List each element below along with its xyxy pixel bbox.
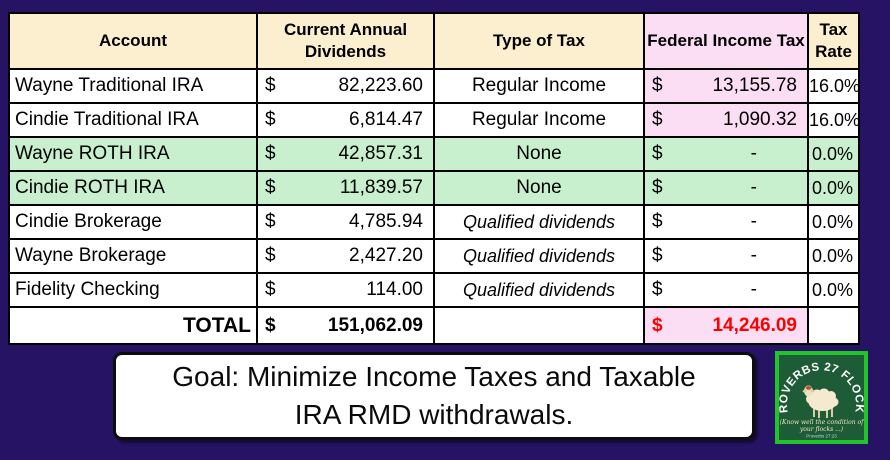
currency-symbol: $ — [652, 109, 663, 130]
tax-rate-cell: 0.0% — [807, 170, 860, 206]
currency-symbol: $ — [652, 279, 663, 300]
goal-text-line1: Goal: Minimize Income Taxes and Taxable — [172, 361, 696, 392]
currency-symbol: $ — [652, 314, 663, 336]
federal-tax-cell: $ - — [652, 143, 757, 164]
currency-symbol: $ — [265, 109, 276, 130]
federal-tax-cell: $ - — [652, 177, 757, 198]
proverbs-27-flocks-logo: PROVERBS 27 FLOCKS (Know well the condit… — [771, 342, 868, 444]
table-row-wayne-brokerage: Wayne Brokerage $2,427.20 Qualified divi… — [8, 238, 860, 274]
header-account: Account — [8, 12, 258, 70]
account-cell: Cindie Brokerage — [8, 204, 258, 240]
tax-rate-cell: 16.0% — [807, 68, 860, 104]
federal-tax-cell: $ - — [652, 211, 757, 232]
account-cell: Wayne Brokerage — [8, 238, 258, 274]
federal-tax-cell: $ - — [652, 245, 757, 266]
currency-symbol: $ — [652, 143, 663, 164]
total-dividends-cell: $151,062.09 — [265, 314, 423, 336]
table-row-total: TOTAL $151,062.09 $14,246.09 — [8, 306, 860, 345]
table-row-cindie-traditional-ira: Cindie Traditional IRA $6,814.47 Regular… — [8, 102, 860, 138]
header-current-annual-dividends: Current Annual Dividends — [256, 12, 435, 70]
currency-symbol: $ — [265, 245, 276, 266]
currency-symbol: $ — [265, 279, 276, 300]
currency-symbol: $ — [265, 211, 276, 232]
federal-tax-cell: $ - — [652, 279, 757, 300]
currency-symbol: $ — [652, 177, 663, 198]
tax-rate-cell: 16.0% — [807, 102, 860, 138]
currency-symbol: $ — [265, 177, 276, 198]
goal-callout: Goal: Minimize Income Taxes and Taxable … — [113, 352, 755, 440]
goal-text-line2: IRA RMD withdrawals. — [294, 399, 574, 430]
empty-cell — [433, 306, 645, 345]
federal-tax-cell: $1,090.32 — [652, 109, 797, 130]
account-cell: Fidelity Checking — [8, 272, 258, 308]
logo-tagline-line1: (Know well the condition of — [780, 419, 865, 426]
empty-cell — [807, 306, 860, 345]
header-tax-rate: Tax Rate — [807, 12, 860, 70]
tax-type-cell: Qualified dividends — [433, 238, 645, 274]
header-type-of-tax: Type of Tax — [433, 12, 645, 70]
dividends-tax-table-wrap: Account Current Annual Dividends Type of… — [8, 12, 860, 345]
federal-tax-cell: $13,155.78 — [652, 75, 797, 96]
dividends-cell: $42,857.31 — [265, 143, 423, 164]
tax-rate-cell: 0.0% — [807, 272, 860, 308]
dividends-cell: $2,427.20 — [265, 245, 423, 266]
account-cell: Cindie ROTH IRA — [8, 170, 258, 206]
currency-symbol: $ — [652, 75, 663, 96]
header-row: Account Current Annual Dividends Type of… — [8, 12, 860, 70]
dividends-cell: $6,814.47 — [265, 109, 423, 130]
tax-rate-cell: 0.0% — [807, 136, 860, 172]
tax-type-cell: Qualified dividends — [433, 204, 645, 240]
tax-type-cell: None — [433, 136, 645, 172]
currency-symbol: $ — [652, 211, 663, 232]
logo-reference-text: Proverbs 27:23 — [806, 434, 837, 439]
tax-type-cell: None — [433, 170, 645, 206]
currency-symbol: $ — [265, 143, 276, 164]
dividends-cell: $4,785.94 — [265, 211, 423, 232]
dividends-cell: $82,223.60 — [265, 75, 423, 96]
tax-type-cell: Qualified dividends — [433, 272, 645, 308]
table-row-wayne-roth-ira: Wayne ROTH IRA $42,857.31 None $ - 0.0% — [8, 136, 860, 172]
table-row-cindie-brokerage: Cindie Brokerage $4,785.94 Qualified div… — [8, 204, 860, 240]
header-federal-income-tax: Federal Income Tax — [643, 12, 809, 70]
dividends-cell: $114.00 — [265, 279, 423, 300]
table-row-cindie-roth-ira: Cindie ROTH IRA $11,839.57 None $ - 0.0% — [8, 170, 860, 206]
logo-graphic: PROVERBS 27 FLOCKS (Know well the condit… — [771, 342, 868, 444]
total-label: TOTAL — [8, 306, 258, 345]
dividends-cell: $11,839.57 — [265, 177, 423, 198]
account-cell: Wayne Traditional IRA — [8, 68, 258, 104]
tax-rate-cell: 0.0% — [807, 238, 860, 274]
account-cell: Wayne ROTH IRA — [8, 136, 258, 172]
tax-type-cell: Regular Income — [433, 68, 645, 104]
account-cell: Cindie Traditional IRA — [8, 102, 258, 138]
currency-symbol: $ — [652, 245, 663, 266]
table-row-fidelity-checking: Fidelity Checking $114.00 Qualified divi… — [8, 272, 860, 308]
tax-rate-cell: 0.0% — [807, 204, 860, 240]
table-row-wayne-traditional-ira: Wayne Traditional IRA $82,223.60 Regular… — [8, 68, 860, 104]
total-federal-tax-cell: $14,246.09 — [652, 314, 797, 336]
sheep-icon — [802, 385, 839, 418]
currency-symbol: $ — [265, 75, 276, 96]
tax-type-cell: Regular Income — [433, 102, 645, 138]
dividends-tax-table: Account Current Annual Dividends Type of… — [8, 12, 860, 345]
currency-symbol: $ — [265, 314, 276, 336]
logo-tagline-line2: your flocks ...) — [799, 426, 844, 433]
